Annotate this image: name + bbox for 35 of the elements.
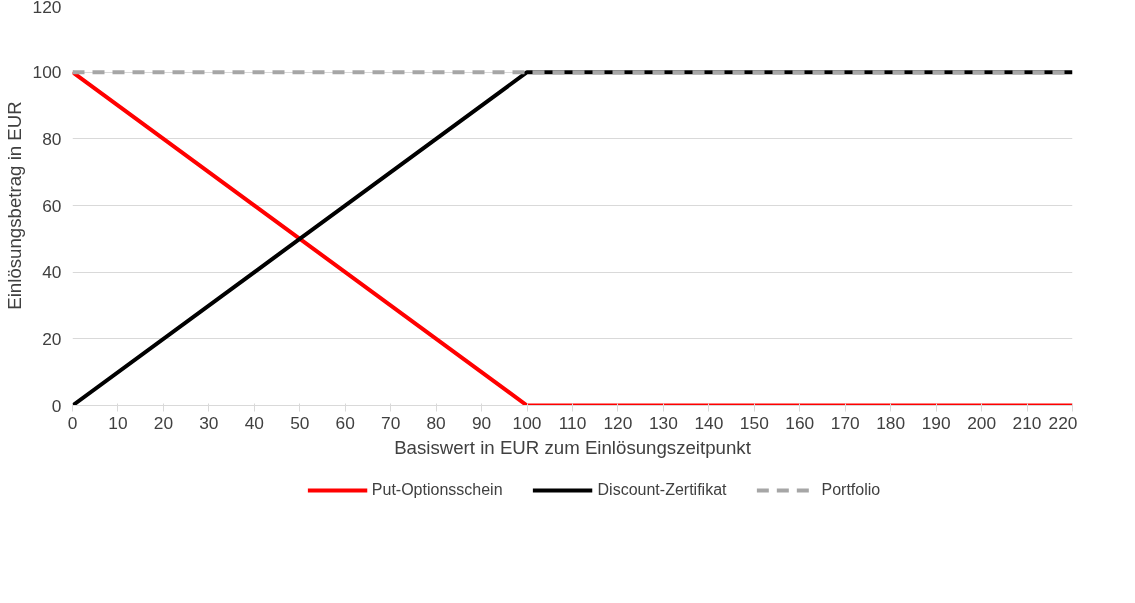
x-tick-label: 80 <box>426 412 446 433</box>
legend-label: Portfolio <box>821 480 881 500</box>
x-tick-label: 190 <box>921 412 951 433</box>
x-tick-label: 120 <box>603 412 633 433</box>
x-tick-label: 210 <box>1012 412 1042 433</box>
x-tick-label: 50 <box>290 412 310 433</box>
x-axis-title: Basiswert in EUR zum Einlösungszeitpunkt <box>394 436 752 458</box>
legend-label: Put-Optionsschein <box>371 480 503 500</box>
x-tick-label: 160 <box>785 412 815 433</box>
x-tick-label: 110 <box>558 412 587 433</box>
x-tick-label: 220 <box>1048 412 1078 433</box>
y-tick-label: 40 <box>42 262 62 283</box>
y-tick-label: 0 <box>51 395 62 416</box>
x-tick-label: 90 <box>471 412 492 433</box>
x-tick-label: 100 <box>512 412 542 433</box>
y-tick-label: 20 <box>42 328 62 349</box>
x-tick-label: 200 <box>967 412 997 433</box>
x-tick-label: 140 <box>694 412 724 433</box>
x-tick-label: 40 <box>244 412 264 433</box>
x-tick-label: 130 <box>648 412 678 433</box>
x-tick-label: 20 <box>153 412 174 433</box>
y-tick-label: 60 <box>42 195 62 216</box>
x-tick-label: 10 <box>108 412 128 433</box>
x-tick-label: 180 <box>876 412 906 433</box>
y-tick-label: 120 <box>32 0 62 17</box>
x-tick-label: 0 <box>67 412 78 433</box>
y-axis-title: Einlösungsbetrag in EUR <box>3 101 25 310</box>
y-tick-label: 80 <box>42 128 62 149</box>
x-tick-label: 30 <box>199 412 219 433</box>
x-tick-label: 70 <box>381 412 401 433</box>
x-tick-label: 170 <box>830 412 860 433</box>
x-tick-label: 60 <box>335 412 355 433</box>
x-tick-label: 150 <box>739 412 769 433</box>
y-tick-label: 100 <box>32 62 62 83</box>
legend-label: Discount-Zertifikat <box>597 480 727 500</box>
